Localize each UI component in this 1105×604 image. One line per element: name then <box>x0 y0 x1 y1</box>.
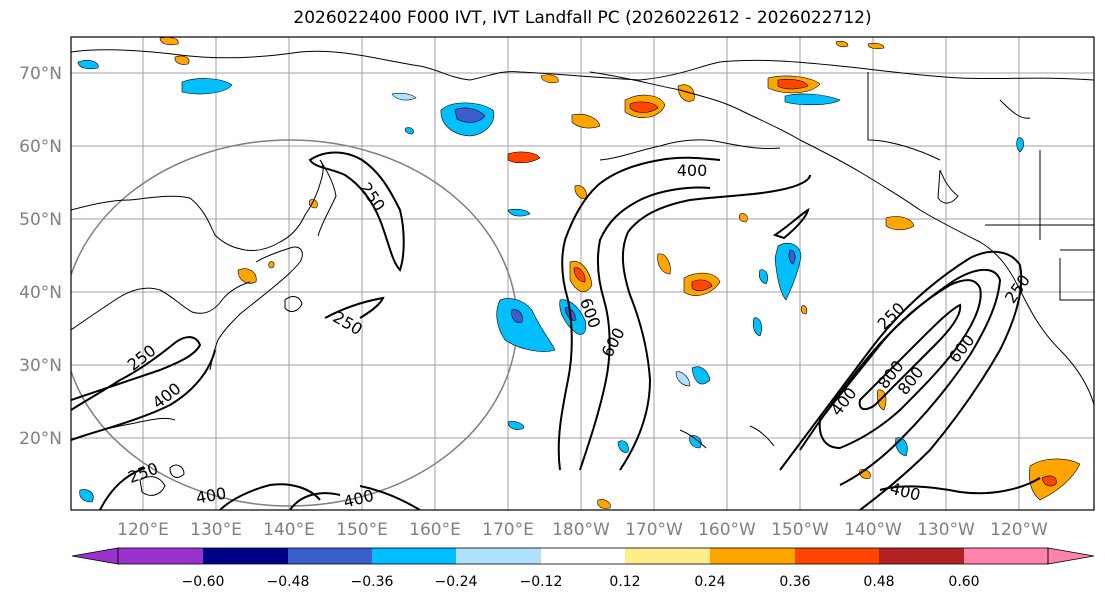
ivt-contours <box>71 151 1041 510</box>
shade-positive <box>1041 475 1057 487</box>
lon-label: 120°W <box>990 520 1048 540</box>
shade-negative <box>507 421 525 430</box>
shade-positive <box>691 279 713 292</box>
lon-label: 160°E <box>409 520 461 540</box>
shade-negative <box>77 60 99 70</box>
shade-positive <box>268 261 275 269</box>
shade-negative <box>1016 137 1024 153</box>
lon-label: 170°E <box>482 520 534 540</box>
lon-label: 180°W <box>552 520 610 540</box>
shade-negative <box>511 309 523 323</box>
colorbar-tick-label: 0.12 <box>609 574 640 590</box>
lon-label: 170°W <box>625 520 683 540</box>
colorbar-tick-label: 0.36 <box>779 574 810 590</box>
shade-positive <box>885 216 915 231</box>
shade-negative <box>391 92 417 101</box>
shade-negative <box>181 78 233 95</box>
map-frame <box>70 36 1095 511</box>
shade-positive <box>835 40 849 48</box>
contour-label: 400 <box>677 161 708 180</box>
shade-positive <box>629 101 659 113</box>
lon-label: 150°E <box>336 520 388 540</box>
shade-negative <box>454 107 486 123</box>
shade-positive <box>777 78 809 90</box>
colorbar-tick-label: 0.60 <box>948 574 979 590</box>
pc-shading <box>77 37 1081 509</box>
colorbar-over-arrow <box>1047 547 1095 565</box>
shade-positive <box>657 253 671 275</box>
colorbar-segment <box>456 548 541 564</box>
shade-negative <box>758 269 768 285</box>
colorbar-tick-label: −0.36 <box>351 574 394 590</box>
colorbar-segment <box>795 548 879 564</box>
latitude-labels: 70°N 60°N 50°N 40°N 30°N 20°N <box>19 64 62 449</box>
lon-label: 130°W <box>917 520 975 540</box>
colorbar-segment <box>288 548 372 564</box>
colorbar-tick-label: −0.60 <box>182 574 225 590</box>
colorbar-under-arrow <box>71 547 119 565</box>
lat-label: 70°N <box>19 64 62 84</box>
shade-positive <box>677 84 695 102</box>
shade-positive <box>237 268 257 284</box>
shade-positive <box>573 267 586 283</box>
shade-positive <box>597 499 611 509</box>
colorbar-segment <box>372 548 456 564</box>
lat-label: 40°N <box>19 283 62 303</box>
lon-label: 120°E <box>117 520 169 540</box>
shade-negative <box>689 435 702 449</box>
coastlines <box>71 49 1094 496</box>
shade-negative <box>788 249 796 265</box>
shade-positive <box>800 305 808 315</box>
colorbar-segment <box>964 548 1048 564</box>
shade-positive <box>540 74 559 84</box>
lon-label: 160°W <box>698 520 756 540</box>
shade-negative <box>496 298 556 352</box>
colorbar-tick-label: −0.48 <box>267 574 310 590</box>
shade-negative <box>507 208 531 217</box>
shade-negative <box>617 440 629 453</box>
colorbar-segment <box>541 548 625 564</box>
map-title: 2026022400 F000 IVT, IVT Landfall PC (20… <box>293 8 872 28</box>
shade-negative <box>691 366 711 385</box>
shade-negative <box>404 127 414 135</box>
shade-negative <box>79 489 94 503</box>
colorbar-segment <box>879 548 964 564</box>
colorbar: −0.60 −0.48 −0.36 −0.24 −0.12 0.12 0.24 … <box>71 547 1095 590</box>
lat-label: 30°N <box>19 356 62 376</box>
colorbar-segment <box>203 548 288 564</box>
lon-label: 140°E <box>263 520 315 540</box>
colorbar-segment <box>710 548 795 564</box>
colorbar-tick-label: 0.24 <box>694 574 725 590</box>
lon-label: 150°W <box>771 520 829 540</box>
longitude-labels: 120°E 130°E 140°E 150°E 160°E 170°E 180°… <box>117 520 1048 540</box>
lat-label: 60°N <box>19 137 62 157</box>
colorbar-segment <box>625 548 710 564</box>
shade-negative <box>752 317 762 337</box>
shade-positive <box>174 55 190 65</box>
colorbar-tick-label: 0.48 <box>863 574 894 590</box>
lat-label: 50°N <box>19 210 62 230</box>
shade-positive <box>738 213 748 223</box>
lon-label: 140°W <box>844 520 902 540</box>
shade-positive <box>867 42 885 50</box>
colorbar-tick-label: −0.24 <box>435 574 478 590</box>
shade-negative <box>675 371 691 387</box>
lat-label: 20°N <box>19 429 62 449</box>
shade-positive <box>571 113 601 129</box>
shade-positive <box>507 151 541 164</box>
colorbar-segment <box>118 548 203 564</box>
colorbar-tick-label: −0.12 <box>520 574 563 590</box>
shade-negative <box>784 93 841 106</box>
lon-label: 130°E <box>190 520 242 540</box>
